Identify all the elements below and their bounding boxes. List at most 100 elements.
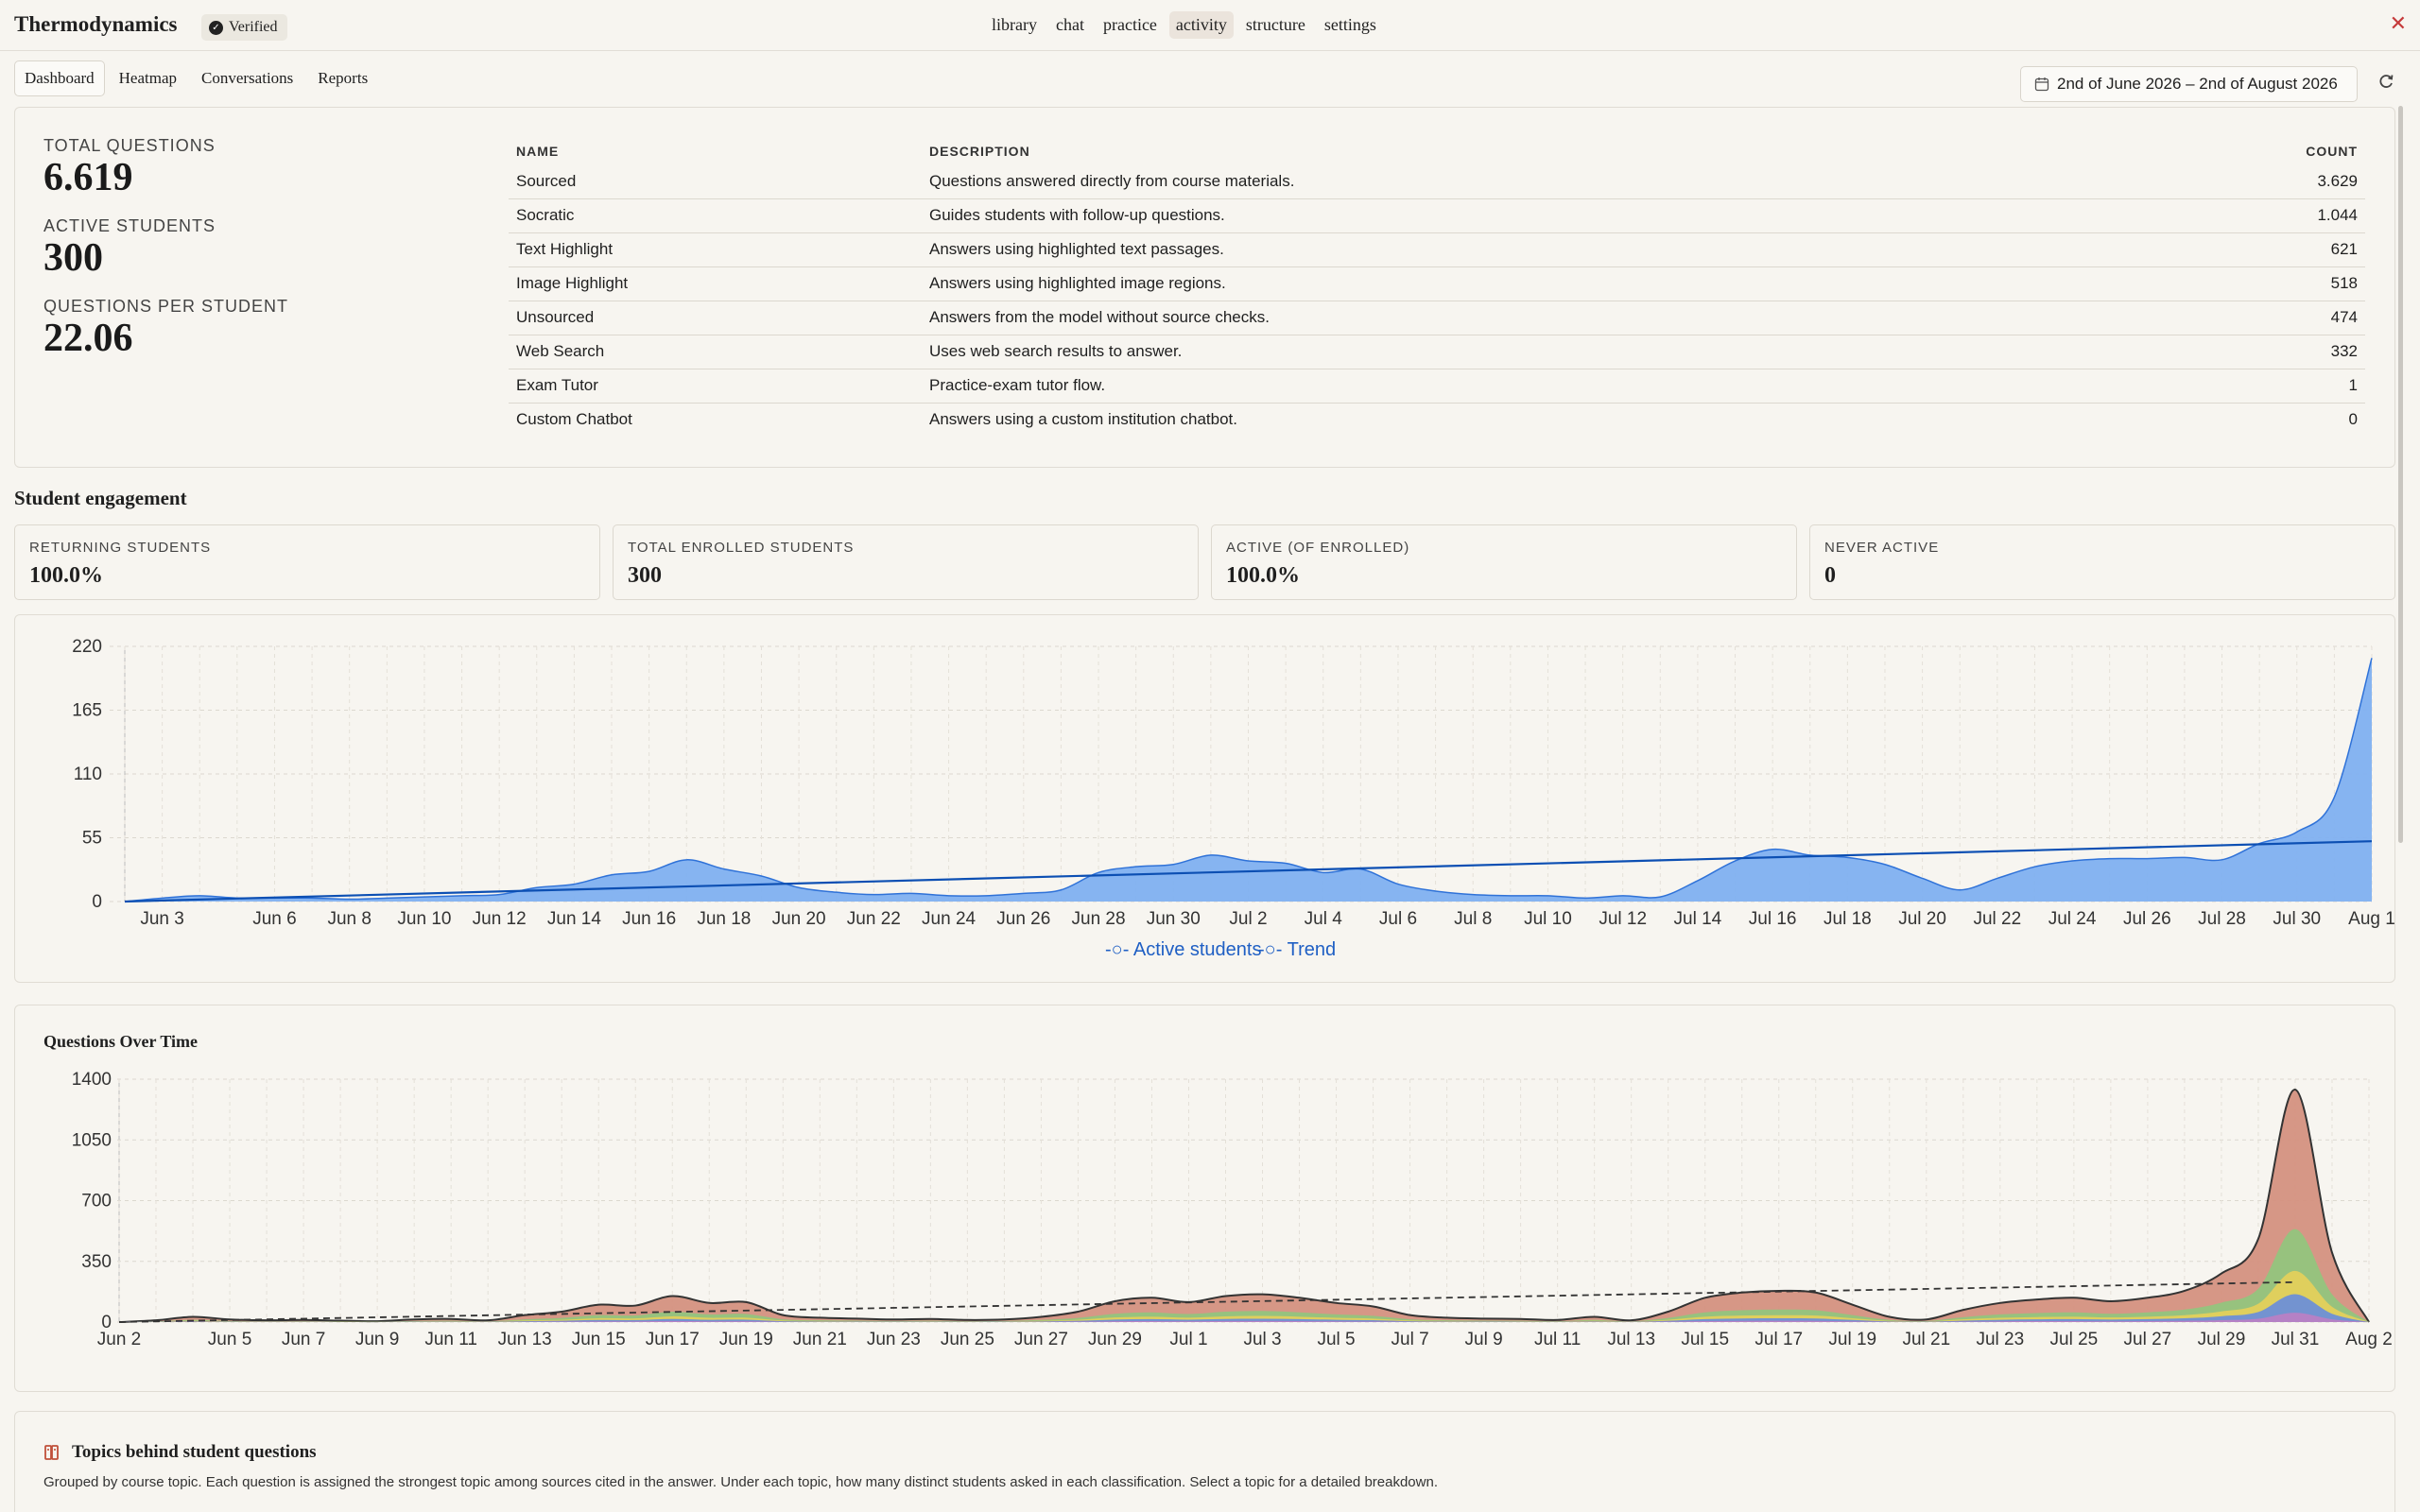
table-row: Exam Tutor Practice-exam tutor flow. 1: [509, 369, 2365, 404]
close-icon[interactable]: ✕: [2389, 11, 2407, 35]
active-students-label: ACTIVE STUDENTS: [43, 216, 216, 235]
x-tick-label: Jul 22: [1973, 909, 2021, 929]
x-tick-label: Jul 18: [1824, 909, 1872, 929]
x-tick-label: Jul 25: [2050, 1330, 2099, 1349]
nav-library[interactable]: library: [992, 15, 1037, 34]
x-tick-label: Jun 16: [622, 909, 676, 929]
total-questions-label: TOTAL QUESTIONS: [43, 136, 216, 155]
question-layer-area: [119, 1313, 2369, 1322]
refresh-icon[interactable]: [2377, 72, 2395, 96]
question-types-table: NAME DESCRIPTION COUNT Sourced Questions …: [509, 142, 2365, 437]
x-tick-label: Jul 2: [1229, 909, 1267, 929]
x-tick-label: Jul 20: [1898, 909, 1946, 929]
table-row: Socratic Guides students with follow-up q…: [509, 198, 2365, 233]
x-tick-label: Jul 3: [1243, 1330, 1281, 1349]
x-tick-label: Jun 20: [772, 909, 826, 929]
y-tick-label: 220: [72, 637, 102, 657]
question-layer-area: [119, 1228, 2369, 1322]
books-icon: [44, 1445, 59, 1460]
never-active-card: NEVER ACTIVE 0: [1809, 524, 2395, 600]
x-tick-label: Jun 24: [922, 909, 976, 929]
trend-line: [124, 840, 2373, 903]
card-label: ACTIVE (OF ENROLLED): [1226, 540, 1410, 556]
tab-dashboard[interactable]: Dashboard: [14, 60, 105, 96]
y-tick-label: 165: [72, 701, 102, 721]
row-name: Custom Chatbot: [516, 410, 632, 429]
x-tick-label: Jun 13: [498, 1330, 552, 1349]
x-tick-label: Jun 26: [996, 909, 1050, 929]
card-value: 100.0%: [29, 563, 103, 588]
nav-chat[interactable]: chat: [1055, 15, 1084, 34]
active-of-enrolled-card: ACTIVE (OF ENROLLED) 100.0%: [1211, 524, 1797, 600]
date-range-picker[interactable]: 2nd of June 2026 – 2nd of August 2026: [2020, 66, 2358, 102]
y-tick-label: 700: [81, 1192, 112, 1211]
table-row: Web Search Uses web search results to ans…: [509, 335, 2365, 369]
x-tick-label: Jul 31: [2272, 1330, 2320, 1349]
x-tick-label: Jun 2: [97, 1330, 141, 1349]
nav-settings[interactable]: settings: [1323, 15, 1376, 34]
legend-trend: -○- Trend: [1258, 939, 1336, 960]
row-count: 3.629: [2149, 164, 2365, 199]
main-nav: library chat practice activity structure…: [985, 11, 1383, 39]
card-label: NEVER ACTIVE: [1824, 540, 1940, 556]
tab-conversations[interactable]: Conversations: [201, 69, 294, 87]
table-row: Sourced Questions answered directly from …: [509, 164, 2365, 199]
x-tick-label: Jul 7: [1392, 1330, 1429, 1349]
x-tick-label: Jul 26: [2123, 909, 2171, 929]
scrollbar[interactable]: [2398, 106, 2403, 843]
row-description: Answers using a custom institution chatb…: [929, 410, 1237, 429]
y-tick-label: 0: [101, 1313, 112, 1332]
card-value: 0: [1824, 563, 1836, 588]
col-description-header: DESCRIPTION: [929, 144, 1030, 159]
y-tick-label: 55: [82, 829, 102, 849]
row-description: Practice-exam tutor flow.: [922, 369, 2150, 404]
x-tick-label: Aug 2: [2345, 1330, 2393, 1349]
row-description: Answers from the model without source ch…: [922, 301, 2150, 335]
topics-description: Grouped by course topic. Each question i…: [43, 1474, 1438, 1490]
nav-structure[interactable]: structure: [1245, 15, 1305, 34]
row-description: Guides students with follow-up questions…: [922, 198, 2150, 233]
x-tick-label: Jul 1: [1169, 1330, 1207, 1349]
x-tick-label: Jul 19: [1828, 1330, 1876, 1349]
card-label: RETURNING STUDENTS: [29, 540, 212, 556]
x-tick-label: Jul 14: [1674, 909, 1722, 929]
x-tick-label: Jul 28: [2198, 909, 2246, 929]
table-header-row: NAME DESCRIPTION COUNT: [509, 142, 2365, 164]
legend-active-students: -○- Active students: [1105, 939, 1261, 960]
x-tick-label: Jun 30: [1147, 909, 1201, 929]
x-tick-label: Jun 19: [719, 1330, 773, 1349]
x-tick-label: Jun 28: [1072, 909, 1126, 929]
row-description: Answers using highlighted text passages.: [922, 232, 2150, 267]
questions-chart-panel: Questions Over Time 0 350 700 1050 1400 Jun 2…: [14, 1005, 2395, 1392]
row-description: Questions answered directly from course …: [922, 164, 2150, 199]
question-layer-area: [119, 1089, 2369, 1322]
y-tick-label: 1050: [72, 1130, 112, 1150]
x-tick-label: Jul 5: [1317, 1330, 1355, 1349]
x-tick-label: Jun 23: [867, 1330, 921, 1349]
total-questions-value: 6.619: [43, 156, 133, 199]
nav-activity[interactable]: activity: [1168, 11, 1234, 39]
x-tick-label: Jun 3: [140, 909, 183, 929]
row-count: 621: [2149, 232, 2365, 267]
tab-heatmap[interactable]: Heatmap: [118, 69, 178, 87]
x-tick-label: Jul 4: [1305, 909, 1343, 929]
row-name: Image Highlight: [509, 266, 922, 301]
topics-panel: Topics behind student questions Grouped …: [14, 1411, 2395, 1512]
topics-title: Topics behind student questions: [72, 1442, 317, 1462]
nav-practice[interactable]: practice: [1102, 15, 1157, 34]
y-tick-label: 110: [74, 765, 102, 784]
x-tick-label: Jul 24: [2048, 909, 2097, 929]
x-tick-label: Jun 12: [473, 909, 527, 929]
total-enrolled-card: TOTAL ENROLLED STUDENTS 300: [613, 524, 1199, 600]
qps-value: 22.06: [43, 317, 133, 360]
active-students-chart: 0 55 110 165 220 Jun 3 Jun 6 Jun 8 Jun 10 Jun 12 J…: [72, 637, 2395, 960]
top-bar: Thermodynamics ✓ Verified library chat p…: [0, 0, 2420, 51]
tab-reports[interactable]: Reports: [318, 69, 369, 87]
x-tick-label: Jun 6: [252, 909, 296, 929]
col-name-header: NAME: [516, 144, 560, 159]
x-tick-label: Jul 8: [1454, 909, 1492, 929]
x-tick-label: Jul 17: [1754, 1330, 1803, 1349]
x-tick-label: Jul 11: [1534, 1330, 1581, 1349]
date-range-label: 2nd of June 2026 – 2nd of August 2026: [2057, 75, 2338, 93]
row-name: Exam Tutor: [509, 369, 922, 404]
